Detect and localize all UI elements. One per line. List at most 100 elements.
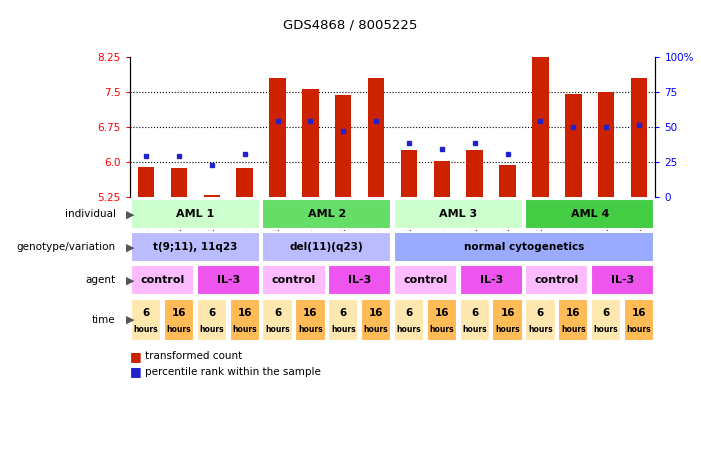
Bar: [230, 299, 260, 341]
Bar: [302, 89, 319, 197]
Text: del(11)(q23): del(11)(q23): [290, 242, 364, 252]
Bar: [525, 199, 654, 229]
Text: genotype/variation: genotype/variation: [17, 242, 116, 252]
Text: hours: hours: [561, 325, 585, 334]
Bar: [394, 199, 523, 229]
Bar: [460, 265, 523, 295]
Text: ▶: ▶: [126, 315, 135, 325]
Text: 6: 6: [142, 308, 150, 318]
Text: hours: hours: [331, 325, 355, 334]
Text: 6: 6: [405, 308, 413, 318]
Bar: [361, 299, 391, 341]
Text: percentile rank within the sample: percentile rank within the sample: [145, 367, 321, 377]
Bar: [197, 299, 227, 341]
Text: hours: hours: [134, 325, 158, 334]
Bar: [269, 78, 286, 197]
Text: 16: 16: [632, 308, 646, 318]
Bar: [624, 299, 654, 341]
Bar: [427, 299, 457, 341]
Text: AML 2: AML 2: [308, 209, 346, 219]
Bar: [328, 265, 391, 295]
Text: time: time: [92, 315, 116, 325]
Text: 16: 16: [303, 308, 318, 318]
Bar: [262, 299, 293, 341]
Bar: [401, 150, 417, 197]
Bar: [598, 92, 614, 197]
Text: control: control: [272, 275, 316, 285]
Bar: [262, 199, 391, 229]
Text: control: control: [140, 275, 184, 285]
Bar: [131, 232, 260, 262]
Bar: [328, 299, 358, 341]
Bar: [131, 199, 260, 229]
Text: control: control: [403, 275, 447, 285]
Bar: [558, 299, 588, 341]
Text: hours: hours: [397, 325, 421, 334]
Text: ▶: ▶: [126, 242, 135, 252]
Bar: [466, 150, 483, 197]
Bar: [394, 232, 654, 262]
Bar: [591, 265, 654, 295]
Text: hours: hours: [298, 325, 322, 334]
Text: hours: hours: [463, 325, 487, 334]
Bar: [197, 265, 260, 295]
Text: 16: 16: [435, 308, 449, 318]
Text: GDS4868 / 8005225: GDS4868 / 8005225: [283, 18, 418, 31]
Text: 6: 6: [537, 308, 544, 318]
Bar: [532, 57, 549, 197]
Bar: [394, 299, 424, 341]
Bar: [335, 95, 351, 197]
Bar: [631, 78, 647, 197]
Text: 6: 6: [340, 308, 347, 318]
Bar: [171, 168, 187, 197]
Text: transformed count: transformed count: [145, 351, 243, 361]
Bar: [368, 78, 384, 197]
Text: agent: agent: [86, 275, 116, 285]
Text: hours: hours: [528, 325, 553, 334]
Text: 6: 6: [603, 308, 610, 318]
Text: control: control: [535, 275, 579, 285]
Text: hours: hours: [265, 325, 290, 334]
Text: AML 3: AML 3: [440, 209, 477, 219]
Text: 16: 16: [566, 308, 580, 318]
Bar: [262, 232, 391, 262]
Bar: [460, 299, 490, 341]
Bar: [203, 195, 220, 197]
Text: normal cytogenetics: normal cytogenetics: [464, 242, 584, 252]
Text: IL-3: IL-3: [348, 275, 372, 285]
Bar: [138, 167, 154, 197]
Text: t(9;11), 11q23: t(9;11), 11q23: [154, 242, 238, 252]
Text: IL-3: IL-3: [479, 275, 503, 285]
Text: 6: 6: [208, 308, 215, 318]
Bar: [236, 168, 253, 197]
Bar: [131, 299, 161, 341]
Bar: [565, 94, 582, 197]
Text: 6: 6: [274, 308, 281, 318]
Text: hours: hours: [200, 325, 224, 334]
Text: hours: hours: [430, 325, 454, 334]
Text: hours: hours: [495, 325, 520, 334]
Bar: [164, 299, 194, 341]
Text: 16: 16: [501, 308, 515, 318]
Text: 16: 16: [369, 308, 383, 318]
Text: hours: hours: [364, 325, 388, 334]
Text: ▶: ▶: [126, 209, 135, 219]
Text: hours: hours: [627, 325, 651, 334]
Text: 16: 16: [238, 308, 252, 318]
Bar: [131, 265, 194, 295]
Text: ■: ■: [130, 366, 142, 378]
Text: ▶: ▶: [126, 275, 135, 285]
Text: 6: 6: [471, 308, 478, 318]
Bar: [525, 299, 556, 341]
Text: hours: hours: [167, 325, 191, 334]
Text: individual: individual: [64, 209, 116, 219]
Text: IL-3: IL-3: [611, 275, 634, 285]
Bar: [262, 265, 325, 295]
Bar: [492, 299, 523, 341]
Bar: [525, 265, 588, 295]
Text: ■: ■: [130, 350, 142, 362]
Bar: [591, 299, 621, 341]
Bar: [499, 165, 516, 197]
Bar: [434, 160, 450, 197]
Text: AML 1: AML 1: [176, 209, 215, 219]
